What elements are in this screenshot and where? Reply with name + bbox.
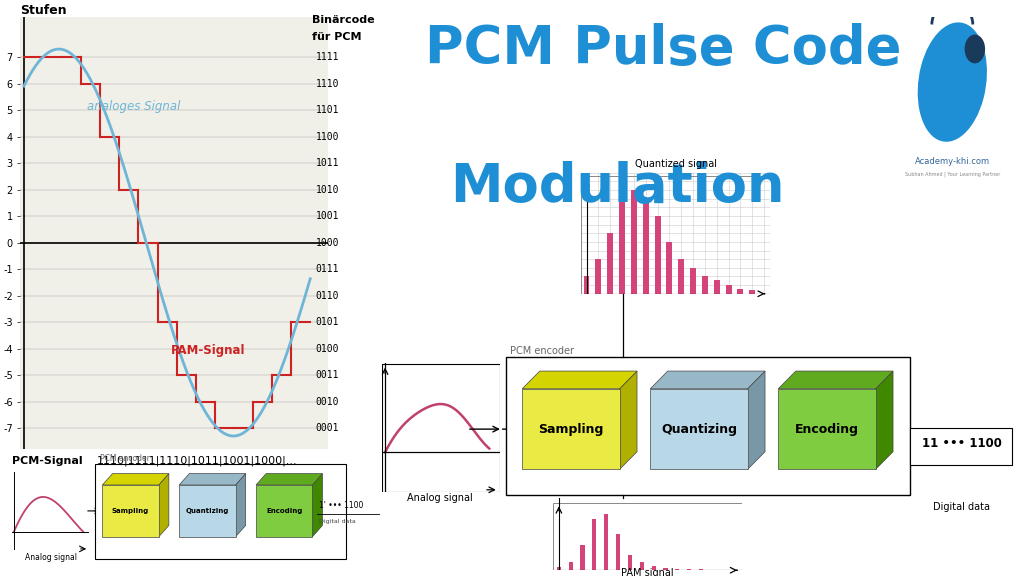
Bar [714,280,720,294]
Text: 1010: 1010 [315,184,339,195]
Text: Quantizing: Quantizing [660,423,737,435]
Bar [628,555,632,570]
Bar [678,259,684,294]
Ellipse shape [918,22,987,142]
Text: PCM-Signal: PCM-Signal [12,456,83,465]
Text: 1100: 1100 [315,131,339,142]
Bar [667,242,673,294]
Text: 0111: 0111 [315,264,339,274]
Text: 1001: 1001 [315,211,339,221]
Text: PCM encoder: PCM encoder [510,346,573,356]
Text: Sampling: Sampling [112,508,150,514]
Text: Quantizing: Quantizing [185,508,229,514]
Text: 0011: 0011 [315,370,339,380]
Text: 0001: 0001 [315,423,339,433]
Text: Binärcode: Binärcode [312,15,375,25]
Bar [675,569,679,570]
Text: Quantized signal: Quantized signal [635,159,717,169]
Bar [687,569,691,570]
Text: Encoding: Encoding [795,423,859,435]
Text: Stufen: Stufen [20,5,68,17]
Text: Modulation: Modulation [451,161,785,213]
Bar [581,544,585,570]
Text: PCM Pulse Code: PCM Pulse Code [425,23,901,75]
Bar [690,268,696,294]
Text: 1011: 1011 [315,158,339,168]
Text: 11 ••• 1100: 11 ••• 1100 [922,437,1001,450]
Text: 0100: 0100 [315,343,339,354]
Bar [702,276,708,294]
Text: 1101: 1101 [315,105,339,115]
Text: 1110|1111|1110|1011|1001|1000|...: 1110|1111|1110|1011|1001|1000|... [97,456,298,466]
Bar [664,568,668,570]
Text: PCM encoder: PCM encoder [100,454,151,463]
Bar [592,519,596,570]
Bar [643,199,648,294]
Text: analoges Signal: analoges Signal [87,100,180,113]
Text: 1' ••• 1100: 1' ••• 1100 [319,501,364,510]
Text: 0101: 0101 [315,317,339,327]
Text: für PCM: für PCM [312,32,361,42]
Text: PAM signal: PAM signal [621,568,674,576]
Bar [595,259,601,294]
Bar [640,562,644,570]
Bar [604,514,608,570]
Bar [616,535,621,570]
Bar [726,285,731,294]
Text: 1110: 1110 [315,78,339,89]
Text: Digital data: Digital data [933,502,990,512]
Bar [557,567,561,570]
Bar [699,569,703,570]
Text: Digital data: Digital data [319,519,356,524]
Text: Encoding: Encoding [266,508,302,514]
Bar [654,216,660,294]
Bar [568,562,572,570]
Bar [607,233,613,294]
Text: Analog signal: Analog signal [408,493,473,503]
Bar [737,289,743,294]
Text: Subhan Ahmed | Your Learning Partner: Subhan Ahmed | Your Learning Partner [904,172,1000,177]
Text: Sampling: Sampling [539,423,603,435]
Bar [750,290,756,294]
Bar [584,276,590,294]
Text: Analog signal: Analog signal [26,553,77,562]
Text: PAM-Signal: PAM-Signal [171,344,245,357]
Text: 1000: 1000 [315,237,339,248]
Text: 1111: 1111 [315,52,339,62]
Bar [620,199,625,294]
Ellipse shape [965,35,985,63]
Text: Academy-khi.com: Academy-khi.com [914,157,990,166]
Bar [651,566,655,570]
Text: 0010: 0010 [315,396,339,407]
Text: 0110: 0110 [315,290,339,301]
Bar [631,190,637,294]
